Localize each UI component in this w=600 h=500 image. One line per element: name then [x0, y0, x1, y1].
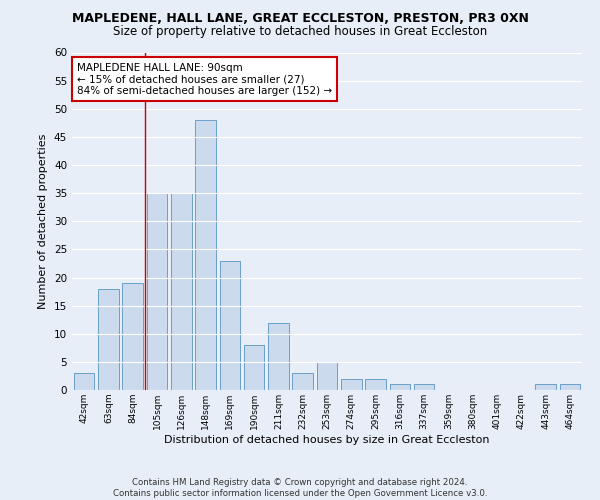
Bar: [268, 322, 289, 390]
Bar: [414, 384, 434, 390]
Text: Contains HM Land Registry data © Crown copyright and database right 2024.
Contai: Contains HM Land Registry data © Crown c…: [113, 478, 487, 498]
Y-axis label: Number of detached properties: Number of detached properties: [38, 134, 49, 309]
Bar: [389, 384, 410, 390]
Bar: [292, 373, 313, 390]
Text: MAPLEDENE, HALL LANE, GREAT ECCLESTON, PRESTON, PR3 0XN: MAPLEDENE, HALL LANE, GREAT ECCLESTON, P…: [71, 12, 529, 26]
Bar: [74, 373, 94, 390]
Bar: [317, 362, 337, 390]
Bar: [244, 345, 265, 390]
Bar: [171, 193, 191, 390]
Text: MAPLEDENE HALL LANE: 90sqm
← 15% of detached houses are smaller (27)
84% of semi: MAPLEDENE HALL LANE: 90sqm ← 15% of deta…: [77, 62, 332, 96]
Bar: [560, 384, 580, 390]
Bar: [220, 260, 240, 390]
Bar: [341, 379, 362, 390]
Bar: [122, 283, 143, 390]
Bar: [146, 193, 167, 390]
Bar: [365, 379, 386, 390]
Text: Size of property relative to detached houses in Great Eccleston: Size of property relative to detached ho…: [113, 25, 487, 38]
X-axis label: Distribution of detached houses by size in Great Eccleston: Distribution of detached houses by size …: [164, 434, 490, 444]
Bar: [535, 384, 556, 390]
Bar: [98, 289, 119, 390]
Bar: [195, 120, 216, 390]
